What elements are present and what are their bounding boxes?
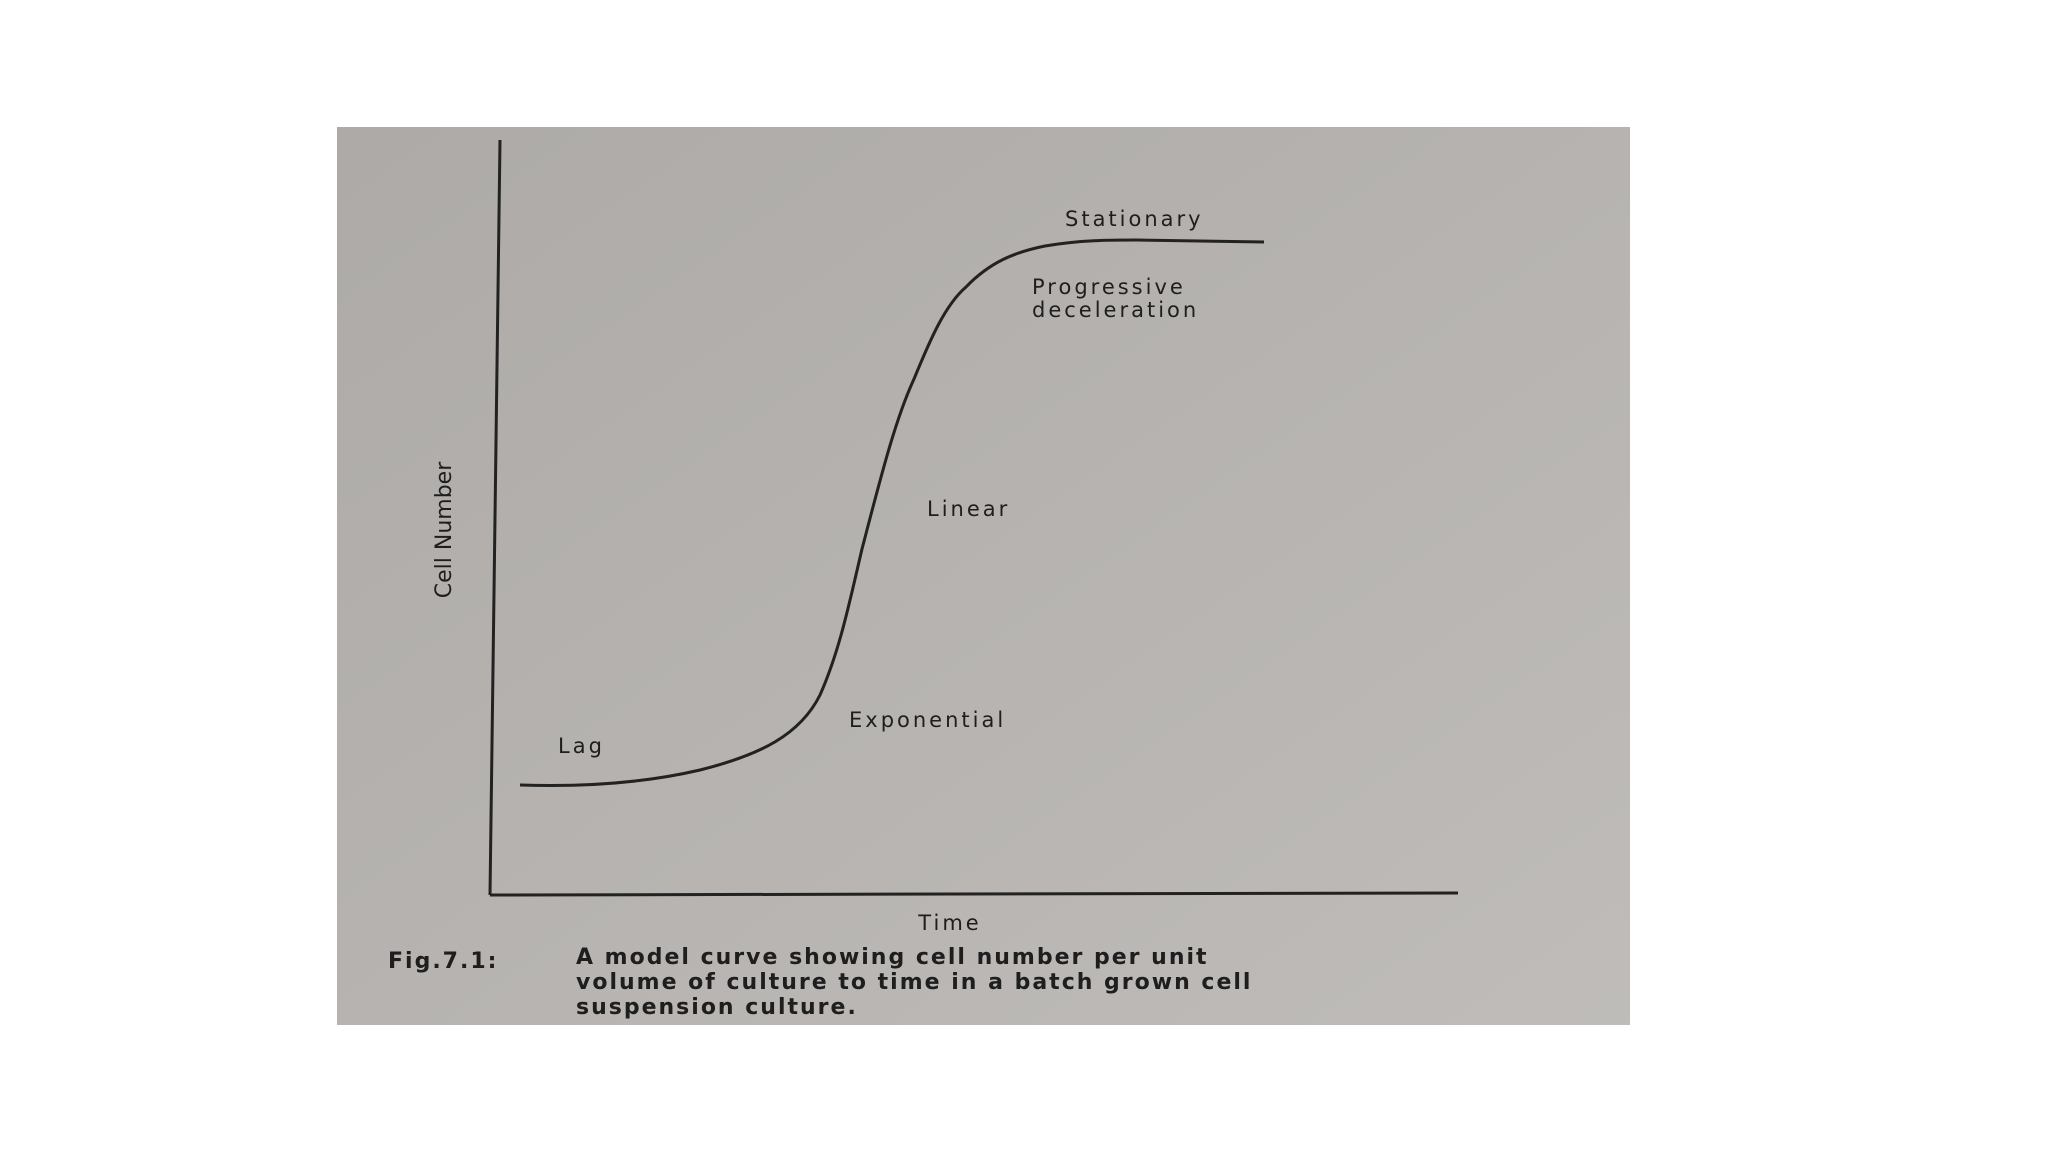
y-axis [488, 139, 502, 896]
caption-line: A model curve showing cell number per un… [576, 945, 1209, 970]
growth-curve [519, 238, 1265, 788]
y-axis-label: Cell Number [432, 461, 457, 598]
phase-label: Progressive [1032, 275, 1186, 299]
caption-line: volume of culture to time in a batch gro… [576, 970, 1252, 995]
x-axis-label: Time [917, 911, 981, 935]
caption-number: Fig.7.1: [388, 949, 498, 974]
caption-line: suspension culture. [576, 995, 858, 1020]
phase-label: Stationary [1065, 207, 1204, 231]
phase-label: Exponential [849, 708, 1006, 732]
x-axis [489, 891, 1459, 897]
phase-label: deceleration [1032, 298, 1199, 322]
phase-label: Lag [558, 734, 605, 758]
photo-shade [337, 127, 1630, 1025]
phase-label: Linear [927, 497, 1010, 521]
